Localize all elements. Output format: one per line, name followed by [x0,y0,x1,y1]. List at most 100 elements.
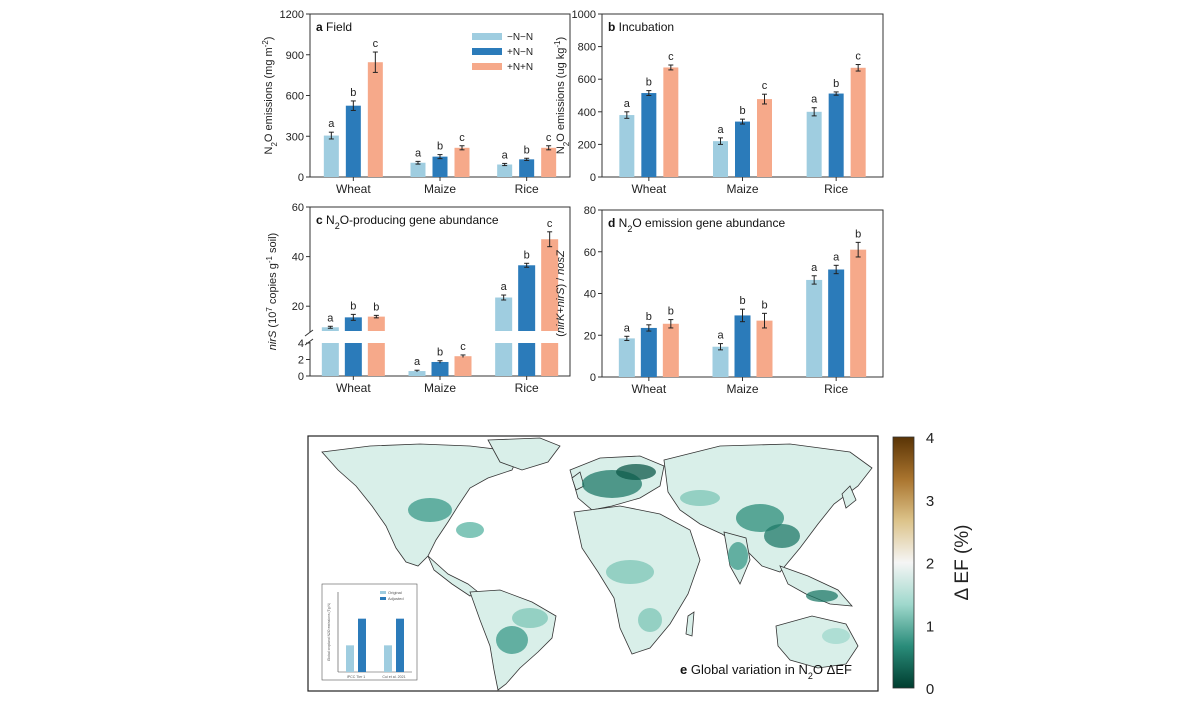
y-tick-label: 0 [590,372,596,384]
bar [828,93,844,177]
y-axis-label: nirS (107 copies g-1 soil) [265,233,280,350]
significance-letter: c [459,132,465,144]
cropland-hotspot [822,628,850,644]
significance-letter: b [524,144,530,156]
bar-lower-segment [541,343,559,376]
y-tick-label: 400 [578,107,596,119]
bar-lower-segment [518,343,536,376]
significance-letter: b [739,295,745,307]
significance-letter: c [373,38,379,50]
bar [756,320,773,377]
bar [640,327,657,377]
colorbar-tick-label: 0 [926,681,934,698]
significance-letter: c [546,132,552,144]
panel-b-incubation-chart: 0 200 400 600 800 1000 N2O emissions (ug kg-1)… [553,9,884,196]
inset-y-label: Global cropland N2O emissions (Tg N) [327,603,331,661]
x-tick-label: Wheat [631,382,666,396]
y-axis-label: N2O emissions (ug kg-1) [553,37,571,154]
japan [841,485,857,509]
significance-letter: b [668,306,674,318]
bar [618,338,635,377]
inset-bar [396,618,404,672]
colorbar-tick-label: 1 [926,618,934,635]
colorbar-tick-label: 4 [926,430,934,447]
bar-lower-segment [344,343,362,376]
panel-e-global-map: Global cropland N2O emissions (Tg N) IPCC… [307,430,973,698]
bar [735,121,750,177]
panel-d-emission-gene-ratio-chart: 0 20 40 60 80 (nirK+nirS) / nosZ Wheat a b b Maize… [555,205,884,396]
bar [757,99,772,177]
y-tick-label: 1200 [280,9,304,21]
significance-letter: c [762,80,768,92]
legend-label: +N−N [507,47,533,58]
significance-letter: a [414,356,421,368]
x-tick-label: Maize [424,381,456,395]
significance-letter: b [761,299,767,311]
y-tick-label: 600 [286,91,304,103]
bar [497,164,513,177]
legend-label: −N−N [507,32,533,43]
colorbar-label: Δ EF (%) [952,524,973,600]
y-tick-label: 4 [298,338,304,350]
y-tick-label: 60 [292,202,304,214]
greenland [487,437,561,471]
x-tick-label: Maize [726,182,758,196]
inset-x-label: Cui et al. 2021 [382,675,405,679]
panel-title: b Incubation [608,20,674,34]
bar [541,239,559,331]
x-tick-label: Maize [424,182,456,196]
bar-lower-segment [321,343,339,376]
bar [408,371,426,376]
y-tick-label: 600 [578,74,596,86]
madagascar [685,611,695,637]
colorbar-tick-label: 3 [926,493,934,510]
inset-legend-swatch [380,597,386,600]
colorbar: 0 1 2 3 4 Δ EF (%) [892,430,973,698]
cropland-hotspot [806,590,838,602]
x-tick-label: Rice [824,382,848,396]
y-tick-label: 0 [298,371,304,383]
significance-letter: a [833,251,840,263]
cropland-hotspot [616,464,656,480]
bar [619,115,635,177]
significance-letter: c [668,51,674,63]
bar [713,141,728,177]
x-tick-label: Wheat [631,182,666,196]
cropland-hotspot [638,608,662,632]
bar [518,265,536,331]
significance-letter: a [717,124,724,136]
significance-letter: a [811,94,818,106]
axis-break-mark [304,329,314,337]
bar [454,147,470,177]
y-tick-label: 0 [298,172,304,184]
bar-lower-segment [367,343,385,376]
cropland-hotspot [764,524,800,548]
significance-letter: a [717,330,724,342]
bar [410,162,426,177]
cropland-hotspot [496,626,528,654]
y-tick-label: 20 [292,301,304,313]
bar [734,315,751,377]
y-tick-label: 40 [584,289,596,301]
cropland-hotspot [606,560,654,584]
inset-bar-chart: Global cropland N2O emissions (Tg N) IPCC… [321,583,418,681]
cropland-hotspot [512,608,548,628]
x-tick-label: Rice [515,182,539,196]
x-tick-label: Rice [824,182,848,196]
x-tick-label: Rice [515,381,539,395]
significance-letter: b [739,105,745,117]
significance-letter: a [501,281,508,293]
x-tick-label: Maize [726,382,758,396]
significance-letter: b [437,347,443,359]
y-axis-label: N2O emissions (mg m-2) [261,37,279,155]
significance-letter: c [460,341,466,353]
y-tick-label: 2 [298,355,304,367]
significance-letter: b [646,77,652,89]
bar [806,279,823,377]
cropland-hotspot [680,490,720,506]
significance-letter: a [327,312,334,324]
inset-bar [358,618,366,672]
bar [367,316,385,331]
cropland-hotspot [728,542,748,570]
